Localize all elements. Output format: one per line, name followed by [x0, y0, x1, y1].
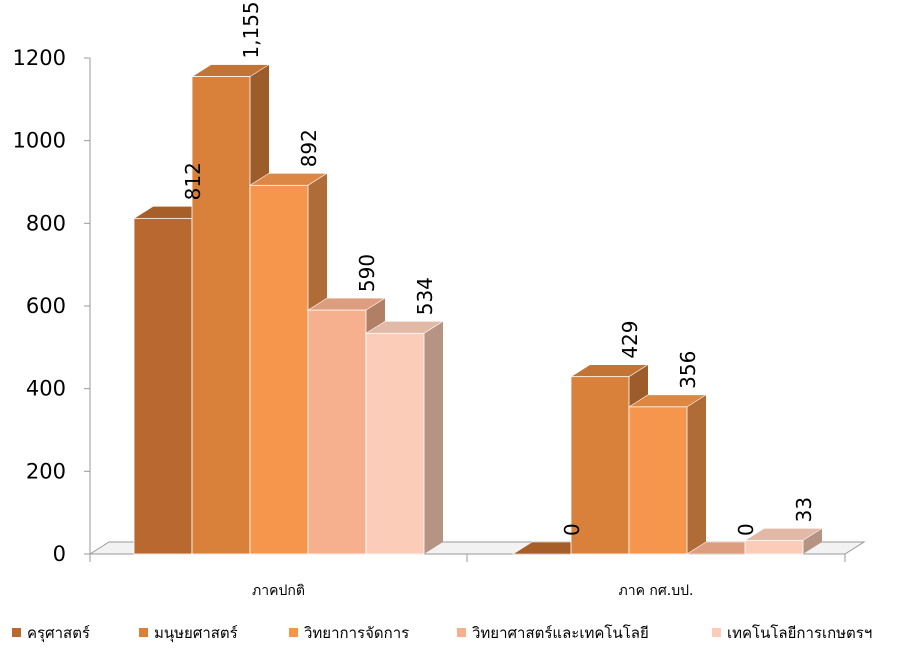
data-label: 534: [413, 277, 437, 315]
legend-swatch: [712, 628, 721, 637]
bar: [743, 528, 824, 555]
bar: [364, 320, 445, 555]
y-tick-label: 1000: [13, 129, 66, 153]
data-label: 892: [297, 129, 321, 167]
x-tick-label: ภาค กศ.บป.: [619, 583, 694, 599]
x-tick-label: ภาคปกติ: [252, 583, 305, 599]
legend-swatch: [139, 628, 148, 637]
y-tick-label: 0: [53, 542, 66, 566]
legend-label: วิทยาการจัดการ: [303, 624, 409, 642]
data-label: 0: [560, 523, 584, 536]
legend-label: วิทยาศาสตร์และเทคโนโลยี: [471, 624, 648, 642]
legend-label: มนุษยศาสตร์: [154, 624, 238, 643]
data-label: 812: [181, 162, 205, 200]
y-tick-label: 400: [26, 377, 66, 401]
legend-swatch: [289, 628, 298, 637]
legend-item: เทคโนโลยีการเกษตรฯ: [712, 624, 872, 642]
data-label: 429: [618, 320, 642, 358]
bars: [132, 64, 824, 555]
legend-label: เทคโนโลยีการเกษตรฯ: [727, 624, 872, 642]
legend: ครุศาสตร์ มนุษยศาสตร์ วิทยาการจัดการ วิทยาศ…: [12, 624, 872, 643]
y-tick-label: 1200: [13, 46, 66, 70]
legend-item: วิทยาศาสตร์และเทคโนโลยี: [457, 624, 649, 642]
legend-swatch: [12, 628, 21, 637]
legend-item: ครุศาสตร์: [12, 624, 90, 643]
data-label: 1,155: [239, 1, 263, 58]
bar-front: [191, 76, 251, 555]
bar-side: [424, 321, 443, 554]
bar-side: [687, 394, 706, 554]
bar: [627, 394, 708, 555]
bar-front: [744, 539, 804, 555]
data-label: 0: [734, 523, 758, 536]
data-label: 33: [792, 497, 816, 522]
bar-front: [133, 217, 193, 555]
bar-front: [307, 309, 367, 555]
legend-label: ครุศาสตร์: [27, 624, 90, 643]
axes: 0 200 400 600 800 1000 1200 ภาคปกติ ภาค กศ.บป.: [13, 46, 846, 599]
legend-item: วิทยาการจัดการ: [289, 624, 409, 642]
y-tick-label: 600: [26, 294, 66, 318]
bar-side: [803, 528, 822, 554]
y-tick-label: 800: [26, 211, 66, 235]
bar-front: [570, 376, 630, 555]
data-label: 356: [676, 351, 700, 389]
data-labels: 812 1,155 892 590 534 0 429 356 0 33: [181, 1, 816, 536]
bar-front: [249, 184, 309, 555]
y-tick-label: 200: [26, 459, 66, 483]
bar-front: [628, 406, 688, 555]
data-label: 590: [355, 254, 379, 292]
legend-swatch: [457, 628, 466, 637]
bar-front: [365, 332, 425, 555]
legend-item: มนุษยศาสตร์: [139, 624, 238, 643]
